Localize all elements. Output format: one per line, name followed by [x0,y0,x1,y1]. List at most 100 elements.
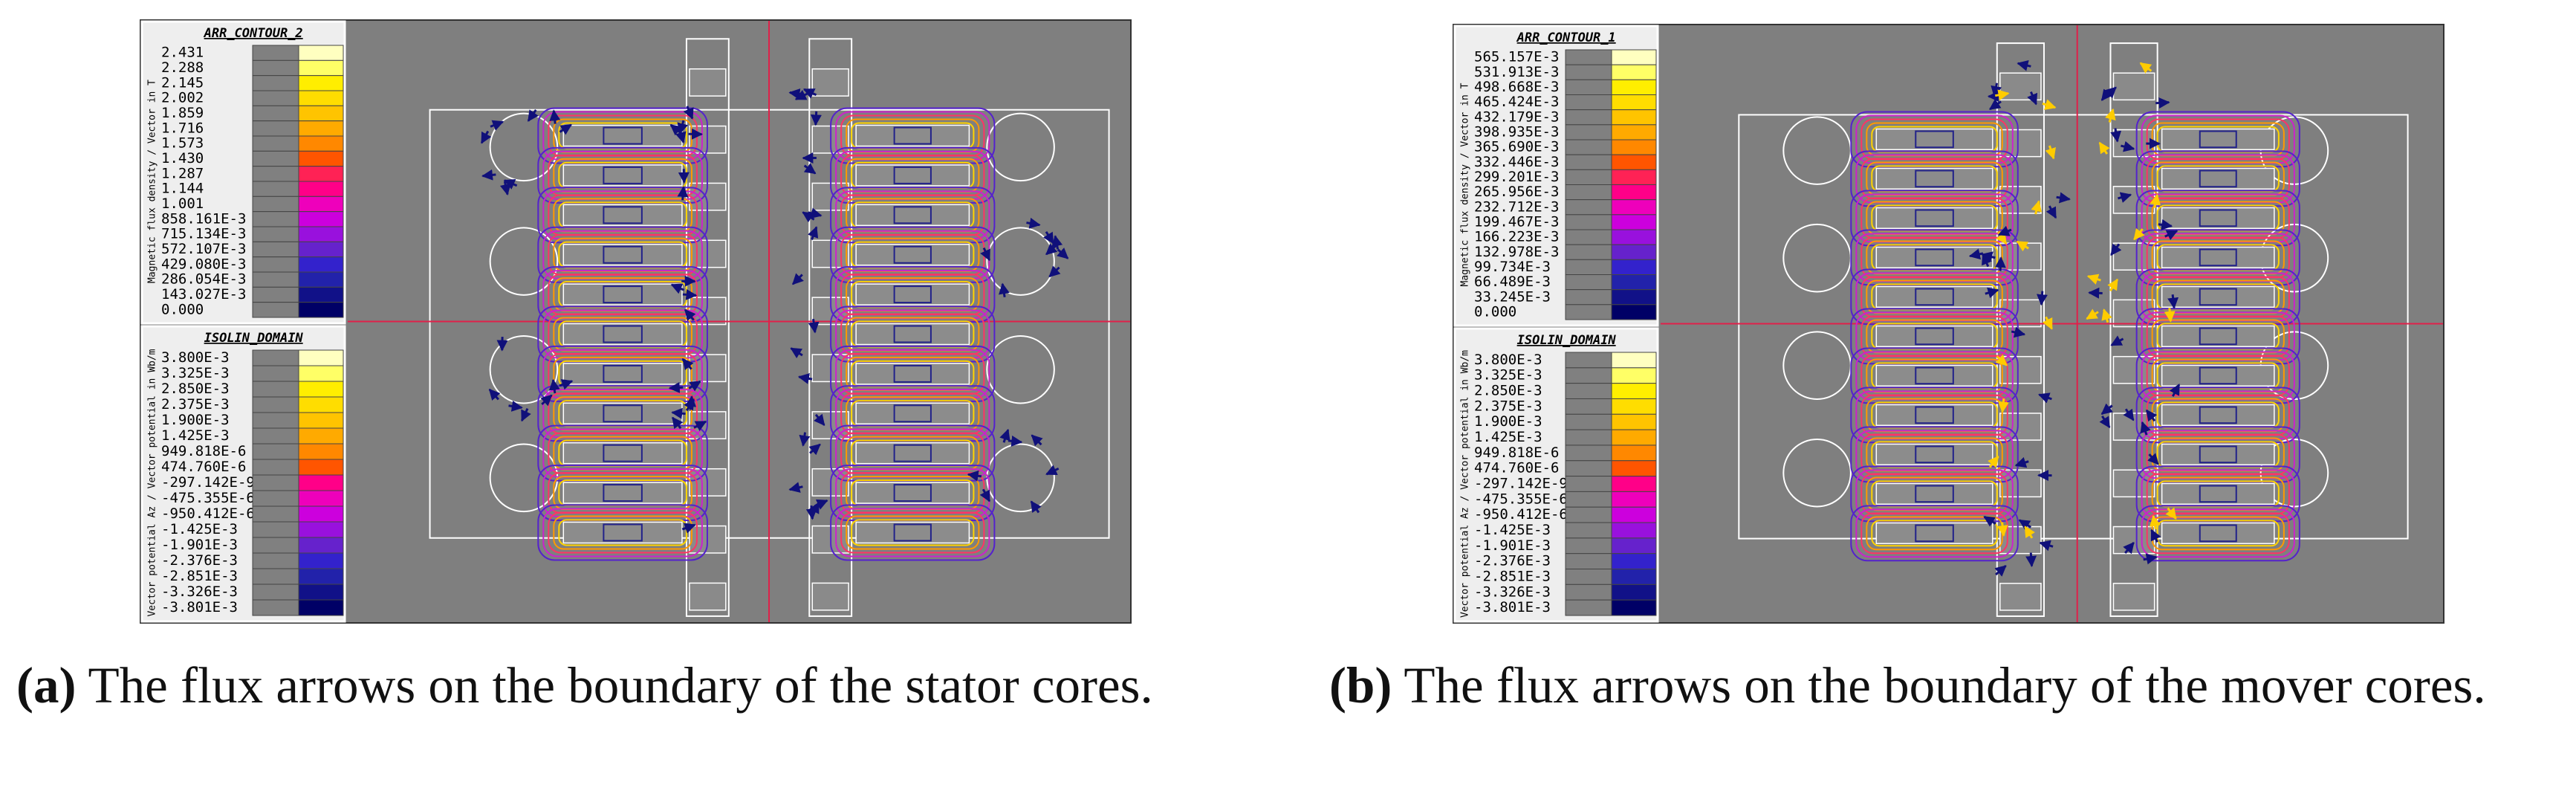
legend-swatch-gray [252,286,299,303]
coil-inner [2199,169,2237,188]
coil-inner [1915,524,1954,543]
legend-swatch [298,490,344,507]
slot-tooth [1999,583,2042,611]
flux-arrow [1981,251,1996,262]
legend-swatch-gray [1565,109,1612,126]
flux-arrow [979,488,991,502]
flux-arrow [683,106,694,120]
flux-arrow [1968,248,1984,260]
legend-value: -3.801E-3 [1474,599,1551,615]
coil-inner [1915,209,1954,227]
figure: ARR_CONTOUR_2 Magnetic flux density / Vec… [140,19,2444,624]
legend-swatch [298,211,344,227]
legend-swatch [298,459,344,476]
legend-swatch-gray [252,256,299,273]
flux-arrow [2024,526,2035,539]
flux-arrow [2169,384,2181,397]
contour [548,511,698,554]
coil-inner [893,404,932,423]
core-outline [1738,114,2409,540]
flux-arrow [2133,227,2145,241]
flux-arrow [2110,128,2122,143]
legend-value: 715.134E-3 [161,226,246,242]
flux-arrow [788,482,803,493]
legend-swatch [298,166,344,182]
legend-swatch [1611,304,1657,320]
legend-value: 474.760E-6 [1474,460,1559,476]
flux-arrow [814,499,828,510]
coil [2161,325,2275,347]
flux-arrow [1997,225,2012,236]
flux-arrow [792,273,804,285]
coil [855,521,970,544]
coil-inner [1915,169,1954,188]
coil [855,402,970,425]
legend-value: 365.690E-3 [1474,139,1559,155]
coil-inner [603,206,643,224]
legend-swatch [298,75,344,91]
coil [562,283,683,306]
legend-swatch-gray [252,120,299,137]
caption-label: (b) [1329,657,1392,714]
legend-value: -3.326E-3 [1474,584,1551,600]
coil-inner [893,245,932,264]
flux-arrow [527,109,539,122]
flux-arrow [2167,294,2179,309]
legend-swatch-gray [252,381,299,398]
coil [1875,482,1993,505]
coil-inner [603,126,643,145]
flux-arrow [1057,248,1069,259]
legend-swatch-gray [1565,79,1612,96]
legend-value: 99.734E-3 [1474,259,1551,275]
coil-inner [893,523,932,542]
flux-arrow [2037,291,2048,306]
legend-title: ISOLIN_DOMAIN [1517,333,1617,348]
flux-arrow [2121,140,2135,152]
legend-swatch-gray [252,474,299,491]
legend-value: 3.800E-3 [1474,352,1542,368]
flux-arrow [2088,287,2103,299]
contour [1850,505,2019,562]
legend-swatch-gray [1565,154,1612,170]
legend-swatch [298,135,344,152]
legend-swatch-gray [252,349,299,366]
coil-inner [603,444,643,462]
legend-value: 199.467E-3 [1474,213,1559,230]
flux-arrow [2158,219,2173,230]
legend-title: ISOLIN_DOMAIN [204,331,304,346]
legend-value: -1.901E-3 [1474,537,1551,554]
coil [2161,482,2275,505]
legend-value: 1.859 [161,105,204,121]
legend-swatch-gray [1565,274,1612,291]
legend-swatch [1611,599,1657,616]
legend-swatch-gray [252,59,299,77]
legend-swatch [1611,553,1657,570]
legend-swatch [298,505,344,523]
legend-swatch [298,45,344,61]
legend-swatch-gray [1565,49,1612,65]
legend-swatch [1611,522,1657,539]
legend-value: 132.978E-3 [1474,244,1559,260]
legend-swatch [1611,124,1657,140]
legend-swatch [1611,506,1657,523]
hole [1782,438,1852,508]
coil-inner [893,166,932,184]
coil-inner [1915,248,1954,267]
legend-swatch [1611,352,1657,369]
flux-arrow [684,398,695,412]
slot-tooth [2112,526,2155,555]
flux-arrow [2045,145,2056,160]
flux-arrow [2123,541,2135,555]
coil [562,521,683,544]
flux-arrow [668,381,684,393]
legend-value: 465.424E-3 [1474,94,1559,110]
coil-inner [893,364,932,383]
legend-swatch-gray [252,490,299,507]
legend-value: 2.850E-3 [161,381,230,397]
legend-swatch-gray [1565,476,1612,492]
legend-swatch [298,381,344,398]
legend-swatch-gray [1565,199,1612,216]
legend-swatch-gray [1565,599,1612,616]
flux-arrow [559,379,574,390]
flux-arrow [808,226,819,240]
